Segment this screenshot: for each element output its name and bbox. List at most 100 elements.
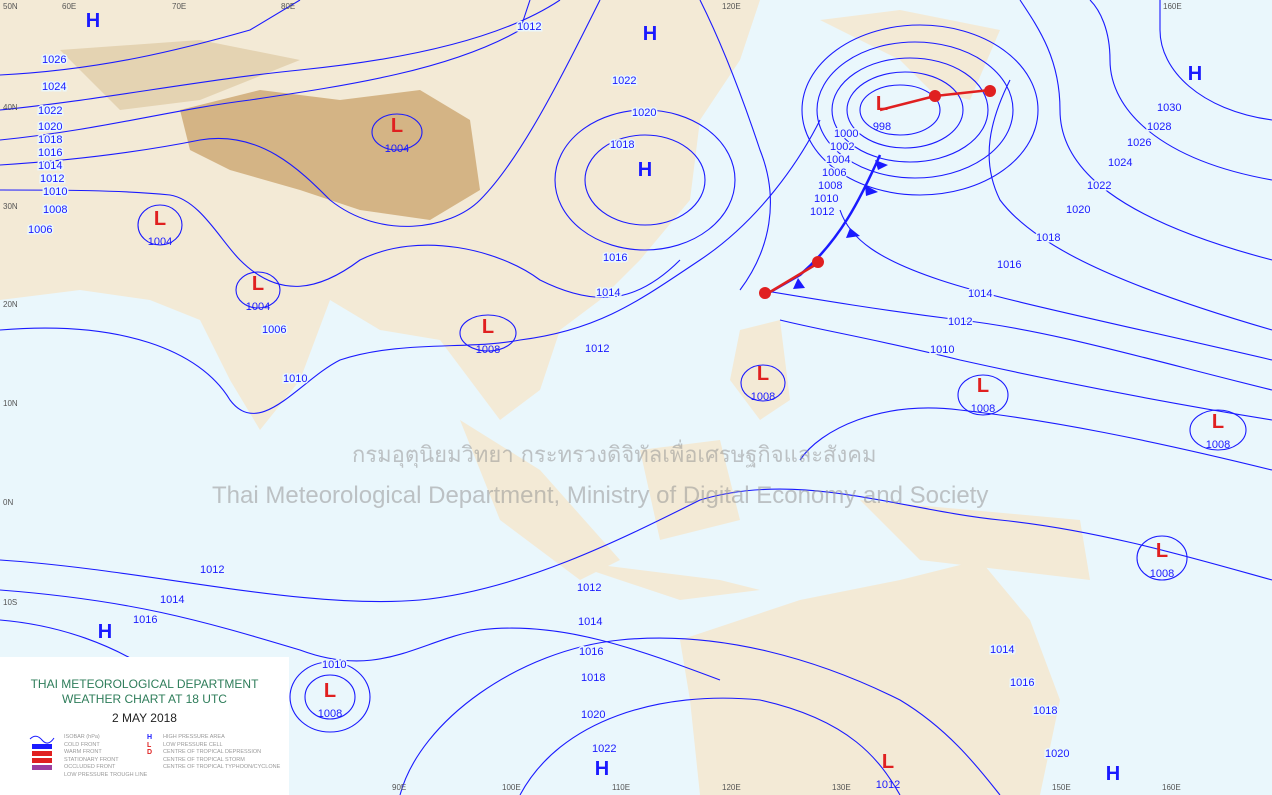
longitude-label-bottom: 100E: [502, 783, 521, 792]
latitude-label: 10N: [3, 399, 18, 408]
watermark-thai: กรมอุตุนิยมวิทยา กระทรวงดิจิทัลเพื่อเศรษ…: [352, 443, 877, 468]
longitude-label-bottom: 130E: [832, 783, 851, 792]
isobar-label: 1020: [1045, 748, 1069, 760]
high-symbol: H: [147, 734, 153, 741]
isobar-label: 1004: [826, 154, 850, 166]
legend-item: CENTRE OF TROPICAL TYPHOON/CYCLONE: [163, 764, 281, 770]
isobar-label: 1000: [834, 128, 858, 140]
land-areas: [0, 0, 1090, 795]
center-pressure-value: 1012: [876, 779, 900, 791]
center-pressure-value: 1008: [751, 391, 775, 403]
legend-item: COLD FRONT: [64, 741, 100, 748]
isobar-label: 1018: [581, 672, 605, 684]
high-pressure-center: H: [86, 10, 100, 32]
low-pressure-center: L: [977, 375, 989, 397]
isobar-label: 1010: [814, 193, 838, 205]
center-pressure-value: 1008: [1206, 439, 1230, 451]
isobar-label: 1012: [948, 316, 972, 328]
longitude-label-top: 80E: [281, 2, 295, 11]
longitude-label-bottom: 160E: [1162, 783, 1181, 792]
isobar-label: 1018: [1033, 705, 1057, 717]
legend-item: HIGH PRESSURE AREA: [163, 734, 225, 740]
isobar-label: 1024: [42, 81, 66, 93]
isobar-label: 1002: [830, 141, 854, 153]
depression-symbol: D: [147, 749, 153, 756]
low-pressure-center: L: [324, 680, 336, 702]
legend-item: ISOBAR (hPa): [64, 734, 100, 740]
legend-box: THAI METEOROLOGICAL DEPARTMENT WEATHER C…: [0, 657, 289, 795]
isobar-label: 1020: [581, 709, 605, 721]
isobar-labels: 1026102410221020101810161014101210101008…: [27, 20, 1183, 762]
isobar-label: 1008: [43, 204, 67, 216]
isobar-label: 1006: [262, 324, 286, 336]
center-pressure-value: 1004: [148, 236, 172, 248]
longitude-label-top: 70E: [172, 2, 186, 11]
low-pressure-center: L: [882, 751, 894, 773]
isobar-label: 1014: [968, 288, 992, 300]
longitude-label-bottom: 90E: [392, 783, 406, 792]
isobar-label: 1020: [38, 121, 62, 133]
legend-item: WARM FRONT: [64, 749, 102, 755]
longitude-label-top: 160E: [1163, 2, 1182, 11]
center-pressure-value: 1004: [246, 301, 270, 313]
legend-chart-time: WEATHER CHART AT 18 UTC: [62, 692, 227, 706]
isobar-label: 1012: [585, 343, 609, 355]
low-pressure-center: L: [391, 115, 403, 137]
isobar-label: 1026: [1127, 137, 1151, 149]
longitude-label-bottom: 120E: [722, 783, 741, 792]
isobar-label: 1014: [990, 644, 1014, 656]
center-pressure-value: 1008: [971, 403, 995, 415]
longitude-label-top: 120E: [722, 2, 741, 11]
isobar-label: 1016: [38, 147, 62, 159]
center-pressure-value: 998: [873, 121, 891, 133]
latitude-label: 50N: [3, 2, 18, 11]
high-pressure-center: H: [1188, 63, 1202, 85]
isobar-label: 1018: [610, 139, 634, 151]
legend-item: LOW PRESSURE CELL: [163, 741, 223, 748]
isobar-label: 1018: [38, 134, 62, 146]
high-pressure-center: H: [98, 621, 112, 643]
isobar-label: 1016: [997, 259, 1021, 271]
legend-item: CENTRE OF TROPICAL STORM: [163, 756, 245, 763]
isobar-label: 1016: [133, 614, 157, 626]
high-pressure-center: H: [1106, 763, 1120, 785]
isobar-label: 1006: [822, 167, 846, 179]
isobar-label: 1010: [283, 373, 307, 385]
center-pressure-value: 1008: [476, 344, 500, 356]
isobar-label: 1022: [1087, 180, 1111, 192]
isobar-label: 1010: [322, 659, 346, 671]
high-pressure-center: H: [638, 159, 652, 181]
isobar-label: 1030: [1157, 102, 1181, 114]
graticule-labels: 50N40N30N20N10N0N10S20S60E70E80E120E160E…: [3, 2, 1182, 792]
center-pressure-value: 1008: [1150, 568, 1174, 580]
isobar-label: 1012: [577, 582, 601, 594]
latitude-label: 20N: [3, 300, 18, 309]
latitude-label: 0N: [3, 498, 13, 507]
isobar-label: 1012: [200, 564, 224, 576]
low-pressure-center: L: [1156, 540, 1168, 562]
isobar-label: 1020: [1066, 204, 1090, 216]
longitude-label-top: 60E: [62, 2, 76, 11]
watermark-english: Thai Meteorological Department, Ministry…: [212, 482, 989, 509]
center-pressure-value: 1004: [385, 143, 409, 155]
legend-item: LOW PRESSURE TROUGH LINE: [64, 771, 148, 778]
latitude-label: 10S: [3, 598, 17, 607]
isobar-label: 1022: [592, 743, 616, 755]
isobar-label: 1020: [632, 107, 656, 119]
low-pressure-center: L: [757, 363, 769, 385]
isobar-label: 1024: [1108, 157, 1132, 169]
low-pressure-center: L: [1212, 411, 1224, 433]
isobar-label: 1014: [38, 160, 62, 172]
legend-item: STATIONARY FRONT: [64, 756, 119, 763]
isobar-label: 1008: [818, 180, 842, 192]
isobar-label: 1016: [1010, 677, 1034, 689]
fronts: [759, 85, 996, 299]
isobar-label: 1014: [578, 616, 602, 628]
isobar-label: 1012: [40, 173, 64, 185]
isobar-label: 1014: [596, 287, 620, 299]
low-symbol: L: [147, 741, 152, 749]
isobar-label: 1016: [579, 646, 603, 658]
isobar-label: 1012: [517, 21, 541, 33]
